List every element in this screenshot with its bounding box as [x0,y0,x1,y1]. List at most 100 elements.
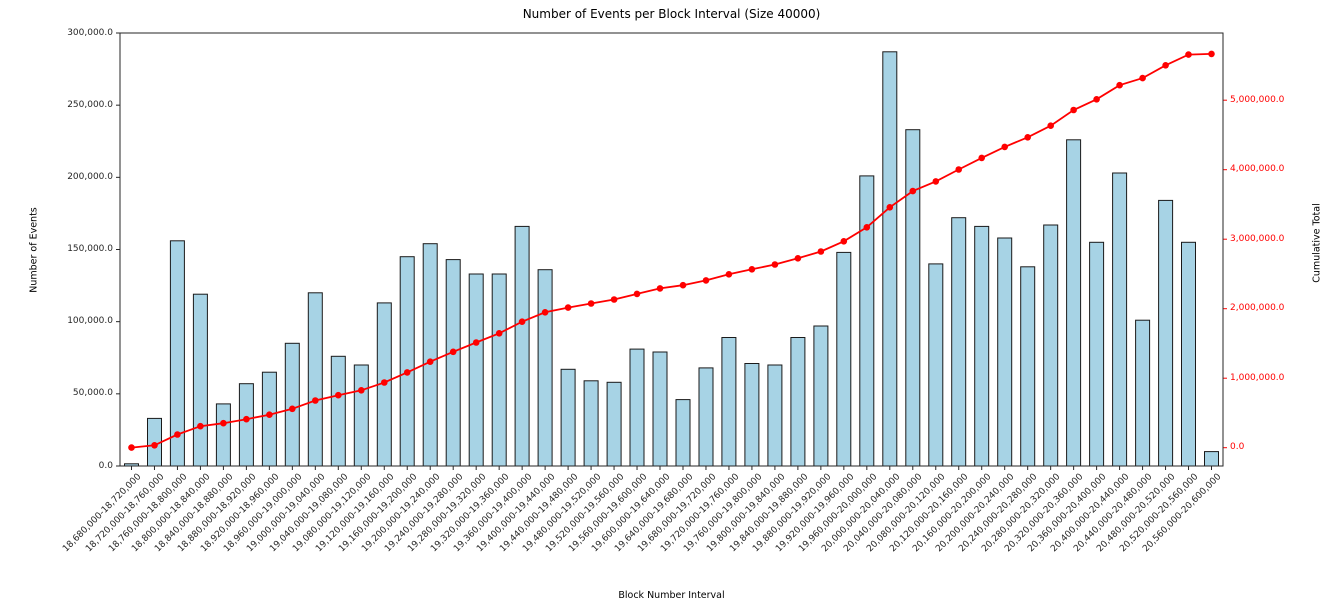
y-tick-label-left: 100,000.0 [67,316,113,327]
bar [767,364,783,467]
cumulative-point [610,296,618,303]
bar [353,364,369,467]
y-tick-label-left: 0.0 [98,460,113,471]
bar [1043,224,1059,467]
cumulative-point [702,277,710,284]
plot-frame [119,32,1224,467]
cumulative-point [1047,122,1054,129]
bar [1089,241,1105,467]
cumulative-point [220,419,227,427]
cumulative-point [932,178,940,185]
bar [1135,319,1151,467]
cumulative-point [1208,50,1215,58]
cumulative-point [426,358,434,366]
bar [997,237,1013,467]
bar [261,371,277,467]
bar [951,217,967,467]
x-axis-label: Block Number Interval [618,590,725,601]
cumulative-point [863,224,871,231]
cumulative-point [197,422,204,430]
bar [744,363,760,467]
bar [721,337,737,467]
cumulative-line [131,53,1212,449]
cumulative-point [1162,62,1169,69]
bar [974,225,990,467]
cumulative-point [312,397,319,404]
bar [192,293,208,467]
cumulative-point [381,379,388,386]
y-tick-label-left: 150,000.0 [67,244,113,254]
bar [859,175,875,467]
bar [928,263,944,467]
bar [238,383,254,467]
cumulative-point [909,187,917,195]
bar [1204,451,1219,467]
bar [468,273,484,467]
bar [629,348,645,467]
bar [1020,266,1036,467]
bar [215,403,231,467]
bar [284,342,300,467]
bar [399,256,415,467]
bar [675,399,691,467]
bar [583,380,599,467]
bar [1112,172,1128,467]
bar [445,259,461,467]
cumulative-point [128,444,135,451]
bar [307,292,323,467]
cumulative-point [725,271,733,278]
chart-title: Number of Events per Block Interval (Siz… [522,7,821,21]
cumulative-point [771,261,779,268]
cumulative-point [266,411,273,419]
cumulative-point [243,415,250,423]
y-tick-label-left: 50,000.0 [72,388,113,399]
bar [422,243,438,467]
cumulative-point [1116,81,1123,89]
cumulative-point [174,431,181,438]
bar [560,368,576,467]
cumulative-point [978,154,985,162]
y-tick-label-right: 0.0 [1230,442,1245,453]
cumulative-point [656,285,664,292]
cumulative-point [541,309,549,316]
cumulative-point [1093,96,1100,103]
y-axis-label-right: Cumulative Total [1311,203,1323,283]
cumulative-point [840,238,848,245]
cumulative-point [495,330,503,337]
cumulative-point [449,348,457,356]
bar [905,129,921,467]
cumulative-point [886,204,894,211]
cumulative-point [1001,143,1008,151]
cumulative-point [289,405,296,413]
bar [836,251,852,467]
cumulative-point [748,266,756,273]
bar [698,367,714,467]
cumulative-point [955,166,962,173]
y-tick-label-right: 4,000,000.0 [1230,164,1285,175]
bar [491,273,507,467]
bar [1066,139,1082,467]
bar [606,381,622,467]
cumulative-point [1139,74,1146,82]
y-tick-label-right: 5,000,000.0 [1230,94,1285,105]
y-tick-label-right: 1,000,000.0 [1230,372,1285,383]
cumulative-point [564,304,572,311]
y-tick-label-left: 200,000.0 [67,171,113,182]
bar [537,269,553,467]
bar [813,325,829,467]
bar [1158,199,1174,467]
cumulative-point [518,318,526,326]
cumulative-point [151,442,158,449]
bar [882,51,898,467]
cumulative-point [358,387,365,394]
cumulative-point [403,369,411,376]
bar [1181,241,1196,467]
bar [514,225,530,467]
cumulative-point [472,339,480,346]
bar [790,337,806,467]
bar [330,355,346,467]
cumulative-point [817,248,825,255]
bar [652,351,668,467]
cumulative-point [794,254,802,262]
